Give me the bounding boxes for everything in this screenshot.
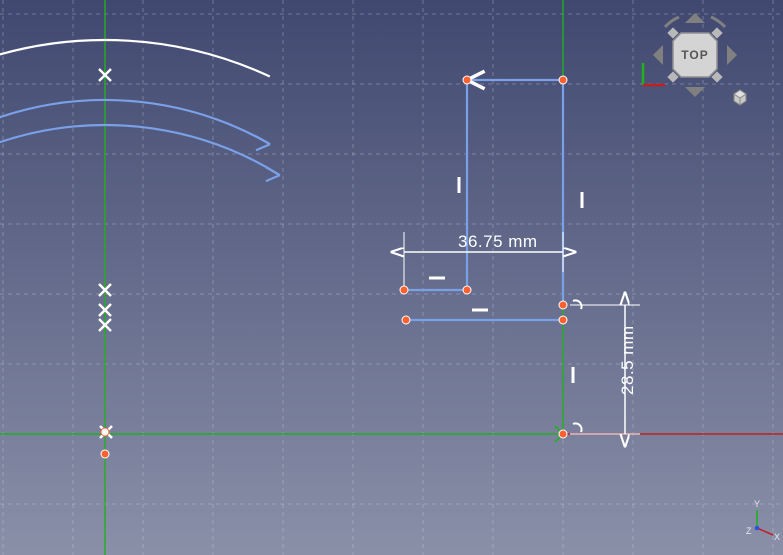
sketch-vertex[interactable]	[559, 76, 567, 84]
navcube-home-icon[interactable]	[734, 90, 746, 105]
sketch-vertex[interactable]	[559, 430, 567, 438]
3d-viewport[interactable]: 36.75 mm 28.5 mm TOP	[0, 0, 783, 555]
dimension-value-1[interactable]: 36.75 mm	[458, 232, 538, 251]
mini-axis-y-label: Y	[754, 499, 760, 509]
scene-svg: 36.75 mm 28.5 mm TOP	[0, 0, 783, 555]
sketch-vertex[interactable]	[463, 76, 471, 84]
sketch-vertex[interactable]	[101, 428, 109, 436]
mini-axis-x-label: X	[774, 532, 780, 542]
sketch-vertex[interactable]	[400, 286, 408, 294]
dimension-value-2[interactable]: 28.5 mm	[618, 325, 637, 395]
background	[0, 0, 783, 555]
sketch-vertex[interactable]	[402, 316, 410, 324]
sketch-vertex[interactable]	[559, 316, 567, 324]
sketch-vertex[interactable]	[101, 450, 109, 458]
mini-axis-z-label: Z	[746, 526, 752, 536]
sketch-vertex[interactable]	[559, 301, 567, 309]
sketch-vertex[interactable]	[463, 286, 471, 294]
navcube-face-label[interactable]: TOP	[681, 48, 708, 62]
